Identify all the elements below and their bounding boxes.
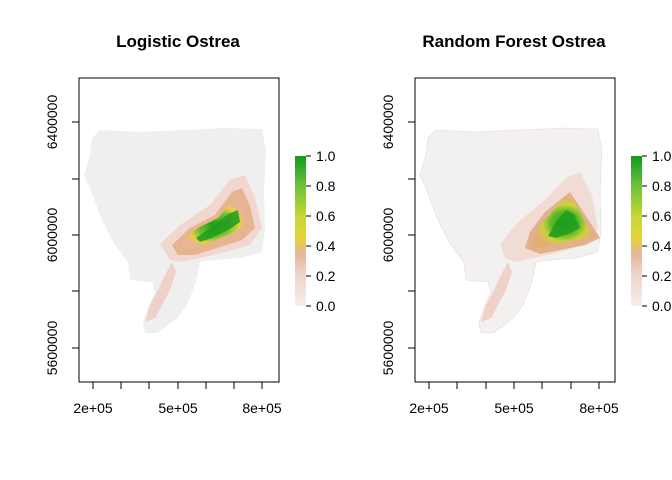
color-legend: 0.0 0.2 0.4 0.6 0.8 1.0 xyxy=(295,148,336,314)
x-axis: 2e+05 5e+05 8e+05 xyxy=(73,381,282,416)
y-axis: 5600000 6000000 6400000 xyxy=(380,95,416,376)
y-tick-label: 5600000 xyxy=(44,321,60,376)
map-title: Random Forest Ostrea xyxy=(422,32,606,51)
legend-colorbar xyxy=(631,156,642,306)
y-tick-label: 6400000 xyxy=(380,95,396,150)
x-tick-label: 5e+05 xyxy=(494,400,534,416)
x-tick-label: 8e+05 xyxy=(579,400,619,416)
legend-tick-label: 0.8 xyxy=(316,178,336,194)
low-suitability-coast xyxy=(481,262,512,322)
legend-tick-label: 0.6 xyxy=(316,208,336,224)
low-suitability-coast xyxy=(145,262,176,322)
legend-tick-label: 0.4 xyxy=(316,238,336,254)
legend-tick-label: 0.6 xyxy=(652,208,672,224)
x-axis: 2e+05 5e+05 8e+05 xyxy=(409,381,619,416)
legend-tick-label: 0.2 xyxy=(316,268,336,284)
legend-tick-label: 1.0 xyxy=(652,148,672,164)
legend-tick-label: 0.0 xyxy=(316,298,336,314)
legend-tick-label: 0.2 xyxy=(652,268,672,284)
peak-suitability-zone xyxy=(548,210,580,238)
high-suitability-zone xyxy=(180,200,246,248)
x-tick-label: 5e+05 xyxy=(158,400,198,416)
legend-tick-label: 0.4 xyxy=(652,238,672,254)
study-area xyxy=(419,127,603,334)
x-tick-label: 2e+05 xyxy=(409,400,449,416)
y-tick-label: 6000000 xyxy=(44,208,60,263)
x-tick-label: 8e+05 xyxy=(242,400,282,416)
color-legend: 0.0 0.2 0.4 0.6 0.8 1.0 xyxy=(631,148,672,314)
x-tick-label: 2e+05 xyxy=(73,400,113,416)
map-panel-random-forest: Random Forest Ostrea 2e+05 5e+05 8e+05 xyxy=(380,32,672,416)
map-panel-logistic: Logistic Ostrea 2e+05 5e+05 8e+05 xyxy=(44,32,336,416)
map-title: Logistic Ostrea xyxy=(116,32,240,51)
peak-suitability-zone xyxy=(196,210,240,242)
legend-tick-label: 1.0 xyxy=(316,148,336,164)
legend-tick-label: 0.8 xyxy=(652,178,672,194)
y-axis: 5600000 6000000 6400000 xyxy=(44,95,80,376)
y-tick-label: 5600000 xyxy=(380,321,396,376)
y-tick-label: 6000000 xyxy=(380,208,396,263)
legend-tick-label: 0.0 xyxy=(652,298,672,314)
y-tick-label: 6400000 xyxy=(44,95,60,150)
legend-colorbar xyxy=(295,156,306,306)
